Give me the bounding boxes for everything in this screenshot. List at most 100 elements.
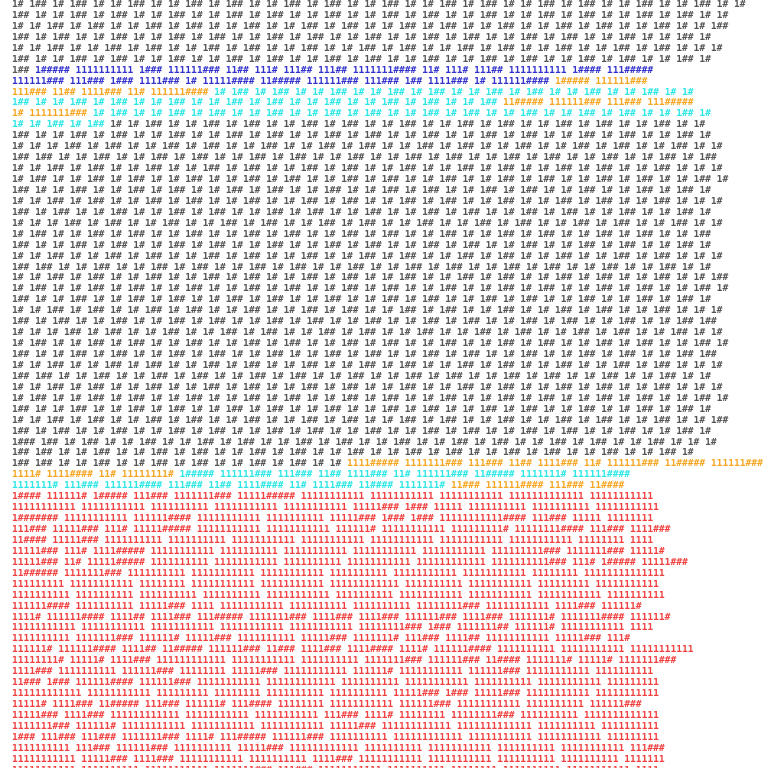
text-segment: 1####### 11111111111 111111#### 11111111… bbox=[12, 514, 654, 525]
text-line: 1## 1##### 1111111111 1### 111111### 11#… bbox=[12, 66, 764, 77]
text-line: 1# 1# 1## 1# 1## 1# 1# 1## 1# 1# 1## 1# … bbox=[12, 273, 764, 284]
text-line: 1## 1# 1# 1## 1# 1# 1## 1# 1## 1# 1# 1##… bbox=[12, 295, 764, 306]
text-line: 11111111111 1111111111 11111111111 11111… bbox=[12, 766, 764, 768]
text-line: 1# 1## 1# 1# 1## 1# 1## 1# 1# 1## 1# 1# … bbox=[12, 339, 764, 350]
text-segment: 111111111111 11111111111 111111111 11111… bbox=[12, 689, 659, 700]
text-segment: 1111# 111111#### 1111## 1111### 111#####… bbox=[12, 612, 671, 623]
text-segment: 1# 1## 1# 1# 1## 1# 1## 1# 1# 1## 1# 1# … bbox=[12, 229, 711, 240]
text-art: 1# 1## 1# 1## 1# 1# 1## 1# 1# 1## 1# 1##… bbox=[12, 0, 764, 768]
text-line: 1111111111 1111111111 1111111111 1111111… bbox=[12, 591, 764, 602]
text-segment: 1## 1# 1# 1## 1# 1## 1# 1# 1## 1# 1# 1##… bbox=[12, 54, 711, 65]
text-segment: 1### 1## 1# 1## 1# 1# 1## 1# 1# 1## 1# 1… bbox=[12, 437, 717, 448]
text-line: 1# 1## 1# 1# 1## 1# 1## 1# 1# 1## 1# 1# … bbox=[12, 175, 764, 186]
text-segment: 1# 1## 1# 1## 1# 1# 1## 1# 1# 1## 1# 1##… bbox=[12, 0, 746, 10]
text-segment: 1111111111 1111111111 1111111111 1111111… bbox=[12, 590, 665, 601]
text-line: 111111111111 11111111111 111111111 11111… bbox=[12, 689, 764, 700]
text-line: 1# 1## 1# 1# 1## 1# 1## 1# 1# 1## 1# 1# … bbox=[12, 394, 764, 405]
text-segment: 1# 1# 1## 1# 1## 1# 1# 1## 1# 1## 1# 1# … bbox=[12, 21, 729, 32]
text-segment: 1## 1# 1# 1## 1# 1## 1# 1# 1## 1# 1## 1#… bbox=[12, 240, 711, 251]
text-segment: 111111111 11111111111 11111111 111111111… bbox=[12, 579, 659, 590]
text-segment: 11111### 11# 11111##### 1111111111 11111… bbox=[12, 557, 688, 568]
text-line: 1# 1# 1## 1# 1# 1## 1# 1## 1# 1# 1## 1# … bbox=[12, 252, 764, 263]
text-segment: 1# 1# 1## 1# 1# 1## 1# 1## 1# 1# 1## 1# … bbox=[12, 360, 723, 371]
text-line: 11###### 1111111### 1111111111 111111111… bbox=[12, 569, 764, 580]
text-line: 1# 1111111### 1# 1## 1# 1# 1## 1# 1## 1#… bbox=[12, 109, 764, 120]
text-segment: 1## bbox=[12, 65, 36, 76]
text-line: 1# 1# 1## 1# 1## 1# 1# 1## 1# 1# 1## 1# … bbox=[12, 164, 764, 175]
text-segment: 1111111### 111111# 11111111111 111111111… bbox=[12, 721, 659, 732]
text-segment: 111111### 111### 1### 1111### 1# 11111##… bbox=[12, 76, 555, 87]
text-segment: 11111111# 11111# 1111### 111111111111 11… bbox=[12, 656, 677, 667]
text-line: 1## 1# 1## 1# 1# 1## 1# 1# 1## 1# 1## 1#… bbox=[12, 33, 764, 44]
text-segment: 111### 11111### 111# 11111##### 11111111… bbox=[12, 525, 671, 535]
text-line: 1## 1## 1# 1# 1## 1# 1# 1## 1# 1## 1# 1#… bbox=[12, 153, 764, 164]
text-segment: 1## 1# 1# 1## 1# 1# 1## 1# 1## 1# 1# 1##… bbox=[12, 295, 711, 306]
text-segment: 1# 1# 1# 1## 1# 1## 1# 1# 1## 1# 1## 1# … bbox=[12, 142, 723, 153]
text-segment: 11111111111 11111### 1111### 11111111111… bbox=[12, 754, 665, 765]
text-line: 1# 1# 1# 1## 1# 1## 1# 1# 1## 1# 1## 1# … bbox=[12, 142, 764, 153]
text-line: 1#### 111111# 1##### 111### 1111111### 1… bbox=[12, 492, 764, 503]
text-segment: 1# 1111111### bbox=[12, 109, 93, 120]
text-segment: 11111# 1111### 11##### 111### 111111# 11… bbox=[12, 700, 642, 710]
text-segment: 11### 111111#### 111### 11#### bbox=[450, 481, 625, 492]
text-line: 11111### 111# 1111##### 11111111111 1111… bbox=[12, 547, 764, 558]
text-segment: 11111111111 1111111111 11111111111 11111… bbox=[12, 766, 659, 768]
text-segment: 1# 1# 1## 1# 1# 1## 1# 1## 1# 1# 1## 1# … bbox=[12, 251, 723, 262]
text-segment: 11###### 1111111### 1111111111 111111111… bbox=[12, 568, 665, 579]
text-line: 1# 1# 1## 1# 1## 1# 1# 1## 1# 1## 1# 1# … bbox=[12, 197, 764, 208]
text-segment: 1##### 1111111111 1### 111111### 11## 11… bbox=[35, 65, 654, 76]
text-line: 1## 1# 1# 1## 1# 1## 1# 1# 1## 1# 1# 1##… bbox=[12, 98, 764, 109]
text-segment: 1111##### 1111111### 111### 11## 1111###… bbox=[347, 459, 764, 470]
text-line: 1## 1## 1# 1# 1## 1# 1# 1## 1# 1## 1# 1#… bbox=[12, 459, 764, 470]
text-line: 1####### 11111111111 111111#### 11111111… bbox=[12, 514, 764, 525]
text-line: 111### 11111### 111# 11111##### 11111111… bbox=[12, 525, 764, 536]
text-segment: 1111111111 1111111### 111111# 11111### 1… bbox=[12, 634, 631, 645]
text-segment: 1# 1## 1# 1# 1## 1# 1## 1# 1# 1## 1# 1# … bbox=[12, 339, 729, 350]
text-line: 111111#### 1111111111 11111### 1111 1111… bbox=[12, 602, 764, 613]
text-segment: 1# 1# 1## 1# 1# 1## 1# 1## 1# 1# 1## 1# … bbox=[110, 120, 706, 131]
text-segment: 1## 1## 1# 1# 1## 1# 1# 1## 1# 1## 1# 1#… bbox=[12, 262, 711, 273]
text-segment: 1# 1# 1## 1# 1## bbox=[12, 120, 111, 131]
text-line: 1# 1# 1## 1# 1## 1# 1# 1## 1# 1# 1## 1# … bbox=[12, 120, 764, 131]
text-segment: 1# 1## 1# 1# 1## 1# 1## 1# 1# 1## 1# 1# … bbox=[12, 175, 729, 185]
text-line: 11111111111 11111111111 1111111111 11111… bbox=[12, 503, 764, 514]
text-segment: 1## 1# 1# 1## 1# 1## 1# 1# 1## 1# 1# 1##… bbox=[12, 98, 503, 109]
text-line: 11### 1### 111111#### 111111### 11111111… bbox=[12, 678, 764, 689]
text-segment: 1#### 111111# 1##### 111### 1111111### 1… bbox=[12, 492, 654, 503]
text-line: 11111111111 11111111111 11111111111 1111… bbox=[12, 623, 764, 634]
text-segment: 1# 1# 1## 1# 1## 1# 1# 1## 1# 1## 1# 1# … bbox=[12, 196, 723, 207]
text-segment: 1##### 111111### 111### 11## 1111### 11#… bbox=[179, 470, 631, 481]
text-line: 1## 1# 1# 1## 1# 1## 1# 1# 1## 1# 1# 1##… bbox=[12, 11, 764, 22]
text-segment: 1# 1## 1# 1# 1## 1# 1## 1# 1# 1## 1# 1# … bbox=[92, 109, 711, 120]
text-segment: 111### 11## 1111### 11# 111111#### bbox=[12, 87, 215, 98]
text-segment: 1111### 1111111111 111111### 11111111 11… bbox=[12, 667, 654, 678]
text-segment: 1## 1# 1# 1## 1# 1# 1## 1# 1## 1# 1# 1##… bbox=[12, 404, 711, 415]
text-segment: 1## 1## 1# 1# 1## 1# 1# 1## 1# 1## 1# 1#… bbox=[12, 459, 348, 470]
text-line: 111### 11## 1111### 11# 111111#### 1# 1#… bbox=[12, 88, 764, 99]
text-segment: 11111### 1111### 111111111111 1111111111… bbox=[12, 710, 659, 721]
text-segment: 1# 1# 1# 1## 1# 1## 1# 1# 1## 1# 1# 1## … bbox=[12, 218, 723, 229]
text-line: 1### 1## 1# 1## 1# 1# 1## 1# 1# 1## 1# 1… bbox=[12, 438, 764, 449]
text-line: 1111# 111111#### 1111## 1111### 111#####… bbox=[12, 613, 764, 624]
text-line: 11111# 1111### 11##### 111### 111111# 11… bbox=[12, 700, 764, 711]
text-line: 11111111# 11111# 1111### 111111111111 11… bbox=[12, 656, 764, 667]
text-segment: 1# 1# 1## 1# 1## 1# 1# 1## 1# 1## 1# 1# … bbox=[12, 306, 723, 317]
text-line: 1## 1## 1# 1# 1## 1# 1# 1## 1# 1## 1# 1#… bbox=[12, 372, 764, 383]
text-segment: 1## 1# 1## 1# 1# 1## 1# 1# 1## 1# 1## 1#… bbox=[12, 207, 711, 218]
text-line: 111111# 111111#### 1111## 11##### 111111… bbox=[12, 645, 764, 656]
text-segment: 1### 111### 111### 1111111### 1111# 111#… bbox=[12, 732, 659, 743]
text-segment: 1# 1## 1# 1## 1# 1# 1## 1# 1# 1## 1# 1##… bbox=[214, 87, 694, 98]
text-segment: 1# 1# 1## 1# 1## 1# 1# 1## 1# 1## 1# 1# … bbox=[12, 415, 729, 426]
text-line: 1## 1# 1# 1## 1# 1# 1## 1# 1## 1# 1# 1##… bbox=[12, 186, 764, 197]
text-line: 1# 1# 1## 1# 1## 1# 1# 1## 1# 1## 1# 1# … bbox=[12, 22, 764, 33]
text-line: 111111111 11111111111 11111111 111111111… bbox=[12, 580, 764, 591]
text-segment: 1## 1# 1## 1# 1# 1## 1# 1# 1## 1# 1## 1#… bbox=[12, 32, 711, 43]
text-line: 1## 1# 1## 1# 1# 1## 1# 1# 1## 1# 1## 1#… bbox=[12, 427, 764, 438]
text-line: 1111111### 111111# 11111111111 111111111… bbox=[12, 722, 764, 733]
text-line: 11111### 11# 11111##### 1111111111 11111… bbox=[12, 558, 764, 569]
text-line: 1## 1# 1# 1## 1# 1## 1# 1# 1## 1# 1## 1#… bbox=[12, 350, 764, 361]
text-segment: 1# 1# 1# 1## 1# 1## 1# 1# 1## 1# 1# 1## … bbox=[12, 328, 723, 339]
text-line: 1# 1# 1# 1## 1# 1## 1# 1# 1## 1# 1# 1## … bbox=[12, 328, 764, 339]
text-line: 1# 1# 1## 1# 1# 1## 1# 1## 1# 1# 1## 1# … bbox=[12, 361, 764, 372]
